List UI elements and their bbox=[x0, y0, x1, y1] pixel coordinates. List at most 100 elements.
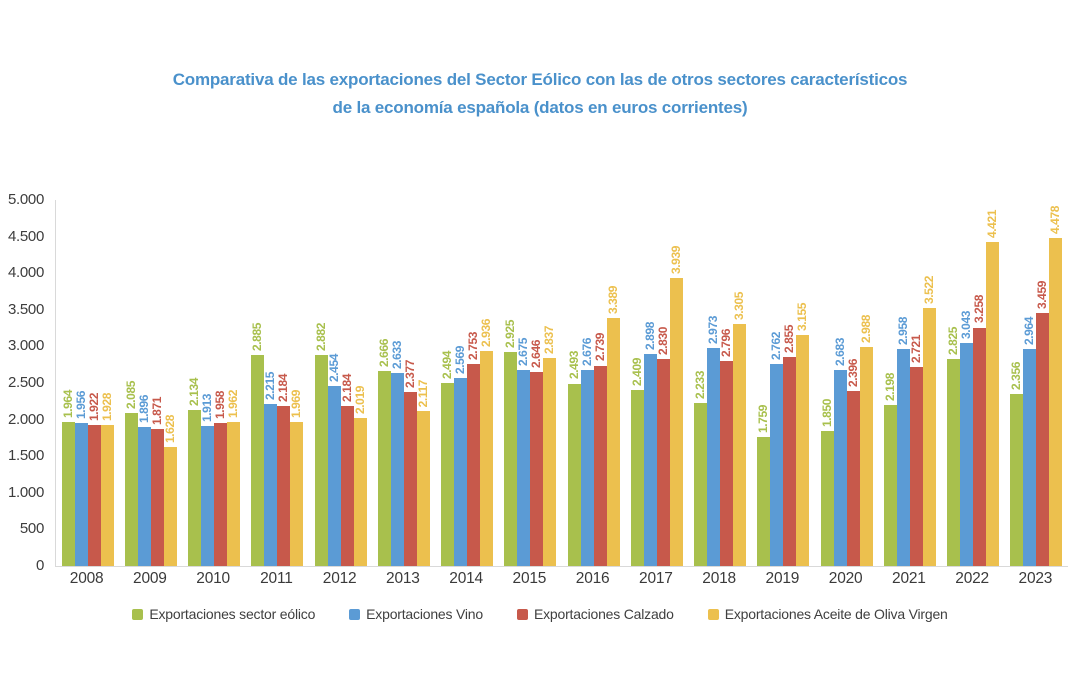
chart-title-line2: de la economía española (datos en euros … bbox=[332, 98, 748, 117]
bar-2014-series-1 bbox=[454, 377, 468, 566]
bar-value-label: 2.377 bbox=[402, 359, 417, 389]
bar-2016-series-3 bbox=[606, 317, 620, 566]
chart-title: Comparativa de las exportaciones del Sec… bbox=[110, 66, 970, 122]
bar-2014-series-3 bbox=[480, 351, 494, 566]
bar-cell: 2.633 bbox=[390, 200, 404, 566]
bar-cell: 2.855 bbox=[782, 200, 797, 566]
bar-2015-series-3 bbox=[543, 358, 557, 566]
bar-value-label: 2.837 bbox=[542, 326, 557, 355]
bar-2019-series-2 bbox=[783, 357, 797, 566]
bar-2009-series-3 bbox=[163, 446, 177, 566]
x-axis-label: 2021 bbox=[892, 570, 926, 587]
bar-group-2019: 1.759 2.762 2.855 3.155 bbox=[752, 200, 815, 566]
bars-row: 2.085 1.896 1.871 1.628 bbox=[119, 200, 182, 566]
x-axis-label: 2019 bbox=[765, 570, 800, 587]
legend-swatch-icon bbox=[516, 608, 528, 620]
bar-value-label: 2.233 bbox=[693, 370, 708, 399]
bar-cell: 1.969 bbox=[289, 200, 304, 566]
y-axis-tick-label: 1.000 bbox=[7, 483, 44, 501]
bar-2008-series-2 bbox=[87, 425, 101, 566]
bar-value-label: 2.085 bbox=[123, 381, 138, 410]
bars-row: 1.964 1.956 1.922 1.928 bbox=[56, 200, 119, 566]
bar-cell: 2.134 bbox=[187, 200, 202, 566]
bar-2008-series-1 bbox=[74, 422, 88, 566]
bar-value-label: 1.850 bbox=[819, 398, 834, 427]
x-axis-label: 2009 bbox=[133, 570, 167, 587]
bar-value-label: 4.421 bbox=[985, 210, 1000, 239]
bars-row: 2.494 2.569 2.753 2.936 bbox=[436, 200, 499, 566]
bar-value-label: 2.117 bbox=[415, 379, 430, 408]
bar-group-2014: 2.494 2.569 2.753 2.936 bbox=[436, 200, 499, 566]
bar-cell: 2.964 bbox=[1022, 200, 1037, 566]
bar-value-label: 1.969 bbox=[289, 389, 304, 418]
bar-2018-series-2 bbox=[720, 361, 734, 566]
bar-cell: 2.356 bbox=[1009, 200, 1024, 566]
bar-value-label: 1.896 bbox=[136, 395, 151, 424]
bar-cell: 2.233 bbox=[693, 200, 708, 566]
bar-value-label: 3.459 bbox=[1035, 280, 1050, 309]
bar-cell: 2.683 bbox=[833, 200, 847, 566]
x-axis-label: 2017 bbox=[639, 570, 673, 587]
x-axis-label: 2012 bbox=[322, 570, 357, 587]
bar-cell: 2.882 bbox=[314, 200, 328, 566]
bar-cell: 1.628 bbox=[162, 200, 177, 566]
chart-title-line1: Comparativa de las exportaciones del Sec… bbox=[172, 70, 908, 89]
y-axis-tick-label: 500 bbox=[19, 520, 44, 538]
bars-row: 2.198 2.958 2.721 3.522 bbox=[878, 200, 941, 566]
bar-value-label: 2.885 bbox=[250, 322, 265, 351]
bar-2013-series-1 bbox=[390, 373, 404, 566]
bar-cell: 3.043 bbox=[959, 200, 974, 566]
x-axis-label: 2015 bbox=[512, 570, 547, 587]
bar-2009-series-1 bbox=[137, 427, 151, 566]
bar-cell: 3.522 bbox=[922, 200, 936, 566]
bar-cell: 1.962 bbox=[226, 200, 241, 566]
legend-item: Exportaciones Calzado bbox=[516, 606, 674, 622]
legend-item: Exportaciones Vino bbox=[349, 606, 483, 622]
legend-swatch-icon bbox=[132, 608, 144, 620]
bar-value-label: 2.898 bbox=[642, 321, 657, 350]
bar-cell: 1.958 bbox=[213, 200, 228, 566]
y-axis-tick-label: 3.500 bbox=[7, 300, 44, 318]
bar-cell: 2.676 bbox=[580, 200, 594, 566]
bar-value-label: 4.478 bbox=[1048, 206, 1063, 235]
bar-cell: 2.936 bbox=[479, 200, 494, 566]
bar-2015-series-1 bbox=[517, 370, 531, 566]
bar-value-label: 1.628 bbox=[162, 414, 177, 443]
y-axis-tick-label: 4.500 bbox=[7, 227, 44, 245]
x-axis-label: 2016 bbox=[575, 570, 610, 587]
bar-value-label: 2.356 bbox=[1009, 361, 1024, 390]
bars-row: 2.493 2.676 2.739 3.389 bbox=[562, 200, 625, 566]
bar-group-2023: 2.356 2.964 3.459 4.478 bbox=[1005, 200, 1068, 566]
bar-2016-series-1 bbox=[580, 370, 594, 566]
bar-2021-series-2 bbox=[909, 366, 923, 566]
bar-2023-series-3 bbox=[1049, 238, 1063, 566]
bar-group-2010: 2.134 1.913 1.958 1.962 bbox=[183, 200, 246, 566]
bars-row: 2.409 2.898 2.830 3.939 bbox=[625, 200, 688, 566]
bar-2012-series-1 bbox=[327, 386, 341, 566]
bar-value-label: 3.258 bbox=[972, 295, 987, 324]
bar-2016-series-0 bbox=[567, 383, 581, 566]
bar-2022-series-3 bbox=[986, 242, 1000, 566]
bar-2017-series-0 bbox=[630, 389, 644, 566]
bar-2015-series-2 bbox=[530, 372, 544, 566]
y-axis-tick-label: 2.500 bbox=[7, 374, 44, 391]
bar-2022-series-2 bbox=[973, 327, 987, 566]
bar-cell: 1.964 bbox=[61, 200, 75, 566]
bar-2017-series-2 bbox=[656, 358, 670, 566]
bar-group-2012: 2.882 2.454 2.184 2.019 bbox=[309, 200, 372, 566]
y-axis-tick-label: 5.000 bbox=[7, 191, 44, 208]
bar-cell: 2.898 bbox=[642, 200, 657, 566]
bar-2014-series-2 bbox=[467, 364, 481, 566]
bar-value-label: 2.988 bbox=[858, 315, 873, 344]
bar-2021-series-3 bbox=[922, 308, 936, 566]
bar-2019-series-0 bbox=[757, 437, 771, 566]
bar-cell: 3.939 bbox=[668, 200, 683, 566]
bar-cell: 2.973 bbox=[706, 200, 721, 566]
bar-value-label: 2.666 bbox=[376, 338, 391, 367]
bar-cell: 2.215 bbox=[263, 200, 278, 566]
bar-value-label: 3.939 bbox=[668, 245, 683, 274]
bar-value-label: 1.962 bbox=[226, 390, 241, 419]
bar-2023-series-2 bbox=[1036, 312, 1050, 566]
bar-groups: 1.964 1.956 1.922 1.928 2.085 1.896 1.871 1.628… bbox=[56, 200, 1068, 566]
